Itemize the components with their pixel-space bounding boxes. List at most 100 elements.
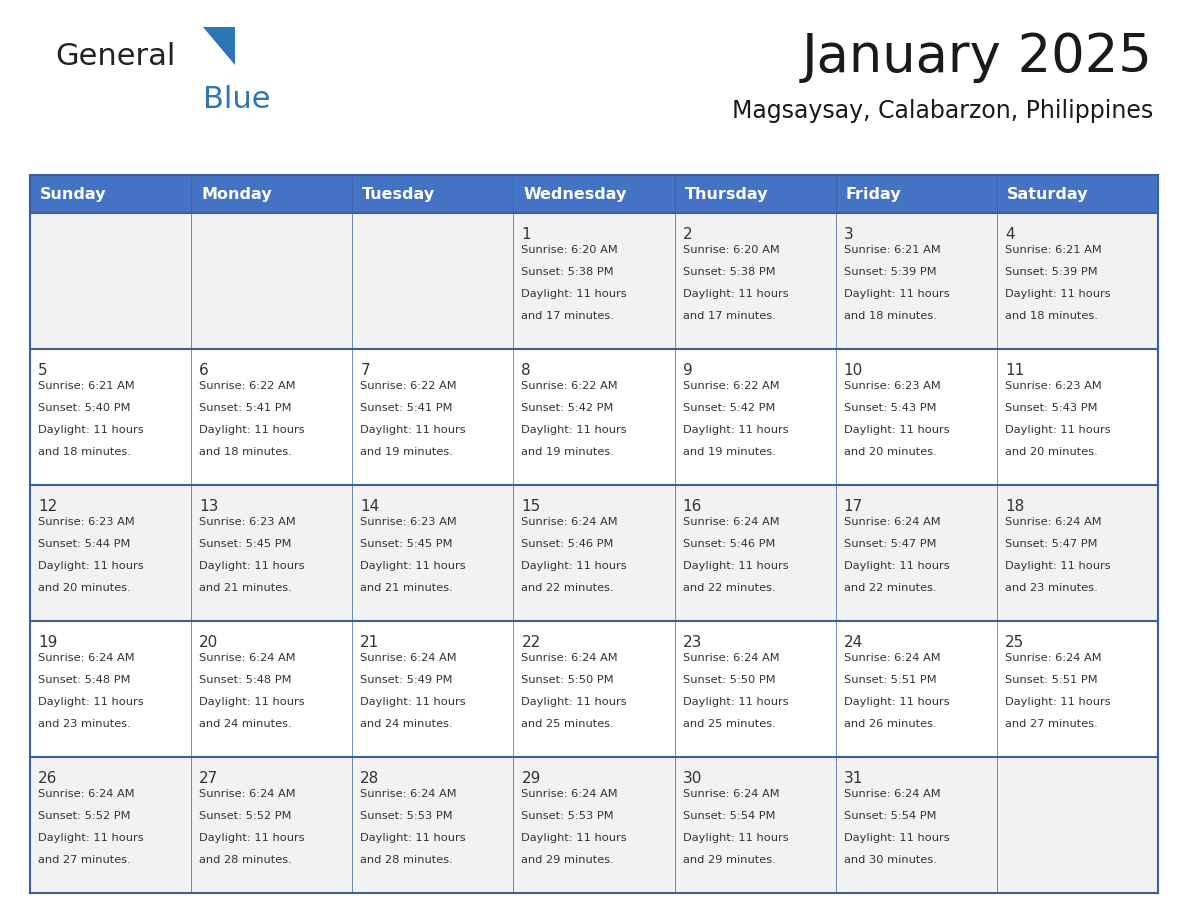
Text: 14: 14 bbox=[360, 499, 379, 514]
Text: 2: 2 bbox=[683, 227, 693, 242]
Text: Sunrise: 6:24 AM: Sunrise: 6:24 AM bbox=[843, 517, 941, 527]
Bar bbox=[30, 175, 191, 213]
Text: and 19 minutes.: and 19 minutes. bbox=[360, 447, 453, 457]
Text: Sunrise: 6:23 AM: Sunrise: 6:23 AM bbox=[360, 517, 457, 527]
Text: 21: 21 bbox=[360, 635, 379, 650]
Text: Thursday: Thursday bbox=[684, 186, 769, 201]
Text: and 20 minutes.: and 20 minutes. bbox=[38, 583, 131, 593]
Bar bbox=[997, 621, 1158, 757]
Text: and 28 minutes.: and 28 minutes. bbox=[360, 855, 453, 865]
Text: 24: 24 bbox=[843, 635, 862, 650]
Text: Blue: Blue bbox=[203, 85, 271, 114]
Bar bbox=[191, 349, 353, 485]
Text: Sunset: 5:50 PM: Sunset: 5:50 PM bbox=[522, 675, 614, 685]
Bar bbox=[353, 213, 513, 349]
Text: Daylight: 11 hours: Daylight: 11 hours bbox=[200, 833, 305, 843]
Text: 9: 9 bbox=[683, 363, 693, 378]
Text: 30: 30 bbox=[683, 771, 702, 786]
Bar bbox=[353, 175, 513, 213]
Text: Sunrise: 6:24 AM: Sunrise: 6:24 AM bbox=[522, 653, 618, 663]
Text: Sunset: 5:44 PM: Sunset: 5:44 PM bbox=[38, 539, 131, 549]
Text: Sunrise: 6:21 AM: Sunrise: 6:21 AM bbox=[38, 381, 134, 391]
Text: and 19 minutes.: and 19 minutes. bbox=[522, 447, 614, 457]
Text: Sunset: 5:48 PM: Sunset: 5:48 PM bbox=[200, 675, 291, 685]
Text: Sunday: Sunday bbox=[40, 186, 107, 201]
Text: Sunrise: 6:24 AM: Sunrise: 6:24 AM bbox=[683, 653, 779, 663]
Text: 15: 15 bbox=[522, 499, 541, 514]
Text: 25: 25 bbox=[1005, 635, 1024, 650]
Text: and 20 minutes.: and 20 minutes. bbox=[843, 447, 936, 457]
Text: 29: 29 bbox=[522, 771, 541, 786]
Bar bbox=[30, 213, 191, 349]
Text: Sunset: 5:38 PM: Sunset: 5:38 PM bbox=[683, 267, 776, 277]
Text: Daylight: 11 hours: Daylight: 11 hours bbox=[38, 425, 144, 435]
Text: and 29 minutes.: and 29 minutes. bbox=[683, 855, 776, 865]
Text: Sunset: 5:53 PM: Sunset: 5:53 PM bbox=[360, 811, 453, 821]
Text: Saturday: Saturday bbox=[1007, 186, 1088, 201]
Text: Sunrise: 6:24 AM: Sunrise: 6:24 AM bbox=[843, 789, 941, 799]
Text: Tuesday: Tuesday bbox=[362, 186, 436, 201]
Text: and 24 minutes.: and 24 minutes. bbox=[360, 719, 453, 729]
Text: 31: 31 bbox=[843, 771, 864, 786]
Text: Daylight: 11 hours: Daylight: 11 hours bbox=[522, 425, 627, 435]
Bar bbox=[513, 349, 675, 485]
Bar bbox=[835, 485, 997, 621]
Text: Sunrise: 6:22 AM: Sunrise: 6:22 AM bbox=[360, 381, 457, 391]
Text: Daylight: 11 hours: Daylight: 11 hours bbox=[843, 561, 949, 571]
Text: Sunrise: 6:20 AM: Sunrise: 6:20 AM bbox=[683, 245, 779, 255]
Text: and 18 minutes.: and 18 minutes. bbox=[843, 311, 936, 321]
Bar bbox=[997, 485, 1158, 621]
Text: Daylight: 11 hours: Daylight: 11 hours bbox=[522, 561, 627, 571]
Text: Sunset: 5:41 PM: Sunset: 5:41 PM bbox=[200, 403, 291, 413]
Text: Daylight: 11 hours: Daylight: 11 hours bbox=[1005, 425, 1111, 435]
Text: and 18 minutes.: and 18 minutes. bbox=[1005, 311, 1098, 321]
Text: Sunset: 5:39 PM: Sunset: 5:39 PM bbox=[843, 267, 936, 277]
Bar bbox=[30, 349, 191, 485]
Text: 4: 4 bbox=[1005, 227, 1015, 242]
Text: Sunrise: 6:22 AM: Sunrise: 6:22 AM bbox=[522, 381, 618, 391]
Text: Sunset: 5:41 PM: Sunset: 5:41 PM bbox=[360, 403, 453, 413]
Text: and 27 minutes.: and 27 minutes. bbox=[1005, 719, 1098, 729]
Bar bbox=[353, 621, 513, 757]
Text: Sunset: 5:47 PM: Sunset: 5:47 PM bbox=[1005, 539, 1098, 549]
Text: Sunset: 5:39 PM: Sunset: 5:39 PM bbox=[1005, 267, 1098, 277]
Text: Daylight: 11 hours: Daylight: 11 hours bbox=[522, 697, 627, 707]
Text: Sunset: 5:47 PM: Sunset: 5:47 PM bbox=[843, 539, 936, 549]
Text: Sunrise: 6:23 AM: Sunrise: 6:23 AM bbox=[1005, 381, 1101, 391]
Text: Sunset: 5:51 PM: Sunset: 5:51 PM bbox=[1005, 675, 1098, 685]
Text: Sunset: 5:46 PM: Sunset: 5:46 PM bbox=[683, 539, 775, 549]
Text: and 25 minutes.: and 25 minutes. bbox=[683, 719, 776, 729]
Text: Sunset: 5:49 PM: Sunset: 5:49 PM bbox=[360, 675, 453, 685]
Text: 8: 8 bbox=[522, 363, 531, 378]
Text: 26: 26 bbox=[38, 771, 57, 786]
Text: 1: 1 bbox=[522, 227, 531, 242]
Text: Sunrise: 6:21 AM: Sunrise: 6:21 AM bbox=[843, 245, 941, 255]
Bar bbox=[353, 485, 513, 621]
Text: Sunset: 5:51 PM: Sunset: 5:51 PM bbox=[843, 675, 936, 685]
Text: Sunset: 5:43 PM: Sunset: 5:43 PM bbox=[1005, 403, 1098, 413]
Text: and 28 minutes.: and 28 minutes. bbox=[200, 855, 292, 865]
Bar bbox=[997, 757, 1158, 893]
Text: Friday: Friday bbox=[846, 186, 902, 201]
Text: and 23 minutes.: and 23 minutes. bbox=[1005, 583, 1098, 593]
Bar bbox=[30, 485, 191, 621]
Text: Sunrise: 6:24 AM: Sunrise: 6:24 AM bbox=[683, 789, 779, 799]
Bar bbox=[997, 349, 1158, 485]
Text: and 18 minutes.: and 18 minutes. bbox=[200, 447, 292, 457]
Text: Daylight: 11 hours: Daylight: 11 hours bbox=[522, 289, 627, 299]
Text: Daylight: 11 hours: Daylight: 11 hours bbox=[38, 561, 144, 571]
Bar bbox=[353, 757, 513, 893]
Bar bbox=[191, 757, 353, 893]
Text: Sunrise: 6:23 AM: Sunrise: 6:23 AM bbox=[843, 381, 941, 391]
Text: and 30 minutes.: and 30 minutes. bbox=[843, 855, 936, 865]
Text: Sunset: 5:43 PM: Sunset: 5:43 PM bbox=[843, 403, 936, 413]
Text: Sunset: 5:52 PM: Sunset: 5:52 PM bbox=[38, 811, 131, 821]
Text: 27: 27 bbox=[200, 771, 219, 786]
Bar bbox=[675, 757, 835, 893]
Text: 3: 3 bbox=[843, 227, 853, 242]
Text: and 23 minutes.: and 23 minutes. bbox=[38, 719, 131, 729]
Text: Sunset: 5:38 PM: Sunset: 5:38 PM bbox=[522, 267, 614, 277]
Text: Daylight: 11 hours: Daylight: 11 hours bbox=[360, 425, 466, 435]
Bar bbox=[675, 175, 835, 213]
Text: 22: 22 bbox=[522, 635, 541, 650]
